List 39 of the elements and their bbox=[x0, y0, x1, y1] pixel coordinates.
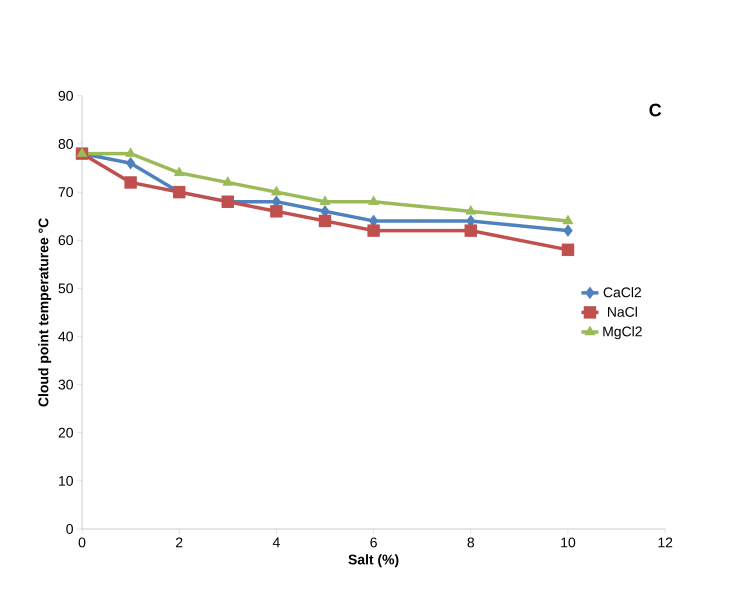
x-tick-label: 4 bbox=[272, 538, 280, 548]
x-tick-label: 8 bbox=[468, 537, 474, 548]
x-axis-title: Salt (%) bbox=[348, 554, 398, 568]
point bbox=[318, 214, 332, 228]
point bbox=[270, 186, 282, 196]
y-tick-label: 90 bbox=[58, 90, 73, 101]
x-tick-label: 2 bbox=[176, 537, 182, 548]
point bbox=[562, 214, 574, 224]
legend-label: CaCl2 bbox=[604, 287, 642, 298]
point bbox=[563, 224, 573, 237]
point bbox=[367, 224, 380, 237]
y-tick-label: 40 bbox=[58, 332, 73, 342]
point bbox=[222, 176, 234, 186]
y-tick-label: 30 bbox=[58, 380, 73, 390]
x-tick-label: 0 bbox=[78, 537, 86, 548]
point bbox=[464, 224, 478, 237]
y-tick-label: 50 bbox=[58, 283, 73, 294]
x-tick-label: 10 bbox=[561, 537, 576, 548]
y-axis-title: Cloud point temperaturee °C bbox=[38, 218, 52, 406]
point bbox=[320, 195, 330, 205]
point bbox=[465, 205, 476, 215]
annotation: C bbox=[649, 104, 662, 116]
point bbox=[174, 166, 185, 176]
y-tick-label: 0 bbox=[66, 524, 73, 534]
point bbox=[562, 244, 574, 256]
y-tick-label: 80 bbox=[58, 139, 73, 149]
point bbox=[76, 147, 88, 157]
y-tick-label: 20 bbox=[58, 428, 73, 438]
legend-label: NaCl bbox=[608, 306, 637, 317]
legend-label: MgCl2 bbox=[603, 326, 642, 340]
point bbox=[126, 156, 136, 170]
point bbox=[270, 205, 283, 218]
x-tick-label: 12 bbox=[658, 537, 672, 548]
y-tick-label: 70 bbox=[58, 187, 73, 198]
y-tick-label: 10 bbox=[59, 476, 73, 486]
point bbox=[368, 195, 380, 205]
x-tick-label: 6 bbox=[370, 537, 377, 548]
y-tick-label: 60 bbox=[58, 235, 73, 246]
point bbox=[124, 176, 137, 189]
